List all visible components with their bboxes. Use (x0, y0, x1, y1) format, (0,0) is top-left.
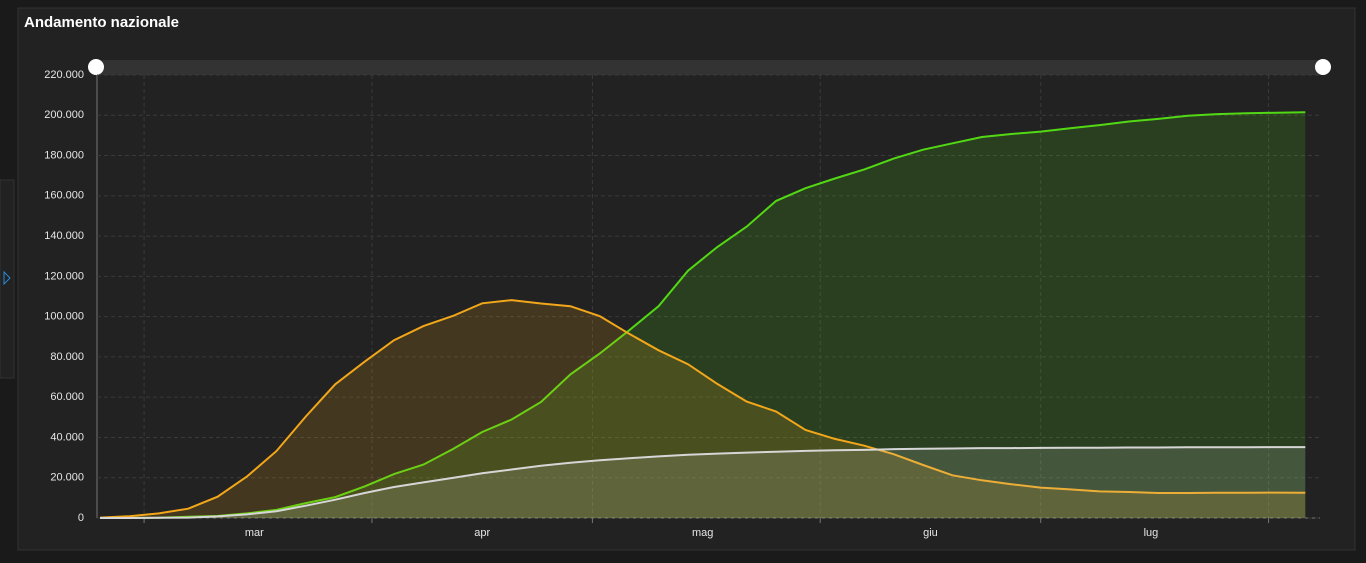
x-tick-label: mar (245, 527, 264, 539)
area-fill (100, 300, 1306, 518)
slider-handle[interactable] (88, 59, 104, 75)
y-tick-label: 140.000 (44, 230, 84, 242)
x-tick-label: lug (1144, 527, 1159, 539)
y-tick-label: 0 (78, 512, 84, 524)
x-tick-label: mag (692, 527, 713, 539)
area-fill (100, 447, 1306, 518)
side-panel[interactable] (0, 179, 15, 379)
y-tick-label: 80.000 (50, 351, 84, 363)
y-tick-label: 200.000 (44, 109, 84, 121)
x-tick-label: giu (923, 527, 938, 539)
area-fill (100, 112, 1306, 519)
panel (17, 7, 1356, 551)
series-line (100, 446, 1306, 519)
y-tick-label: 40.000 (50, 431, 84, 443)
y-tick-label: 60.000 (50, 391, 84, 403)
y-tick-label: 180.000 (44, 149, 84, 161)
y-tick-label: 20.000 (50, 472, 84, 484)
range-slider[interactable] (96, 60, 1323, 75)
slider-handle[interactable] (1315, 59, 1331, 75)
series-line (99, 111, 1306, 519)
y-tick-label: 160.000 (44, 190, 84, 202)
y-tick-label: 220.000 (44, 69, 84, 81)
y-tick-label: 120.000 (44, 270, 84, 282)
x-tick-label: apr (474, 527, 490, 539)
chart-title: Andamento nazionale (24, 14, 179, 31)
series-line (99, 299, 1306, 519)
expand-arrow[interactable] (3, 270, 11, 286)
y-tick-label: 100.000 (44, 311, 84, 323)
